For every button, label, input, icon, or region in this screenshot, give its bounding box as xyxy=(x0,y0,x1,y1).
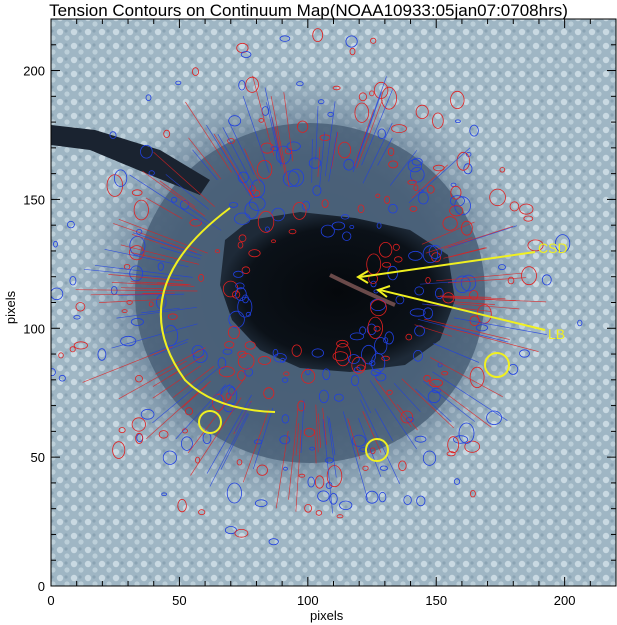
umbra xyxy=(220,212,455,372)
lb-label: LB xyxy=(548,326,565,342)
x-tick-label: 200 xyxy=(554,593,576,608)
axis-ticks xyxy=(50,18,617,587)
x-tick-label: 100 xyxy=(297,593,319,608)
csd-label: CSD xyxy=(538,240,568,256)
x-axis-label: pixels xyxy=(310,608,344,623)
light-bridge xyxy=(329,273,396,307)
image-area xyxy=(51,19,616,586)
tension-contours xyxy=(51,28,583,546)
y-tick-label: 0 xyxy=(38,579,45,594)
x-tick-label: 0 xyxy=(47,593,54,608)
annotation-circle xyxy=(198,410,222,434)
annotation-circle xyxy=(365,438,389,462)
annotation-circle xyxy=(484,352,510,378)
figure-title: Tension Contours on Continuum Map(NOAA10… xyxy=(49,1,568,20)
x-tick-label: 50 xyxy=(172,593,186,608)
axis-tick-labels: 0 50 100 150 200 0 50 100 150 200 xyxy=(23,64,575,608)
y-tick-label: 50 xyxy=(31,450,45,465)
dark-filament xyxy=(51,125,210,195)
lb-arrow xyxy=(379,289,546,331)
x-tick-label: 150 xyxy=(425,593,447,608)
y-tick-label: 100 xyxy=(23,321,45,336)
csd-arrow xyxy=(359,251,536,278)
y-tick-label: 150 xyxy=(23,192,45,207)
annotation-arc xyxy=(160,207,276,413)
y-tick-label: 200 xyxy=(23,64,45,79)
